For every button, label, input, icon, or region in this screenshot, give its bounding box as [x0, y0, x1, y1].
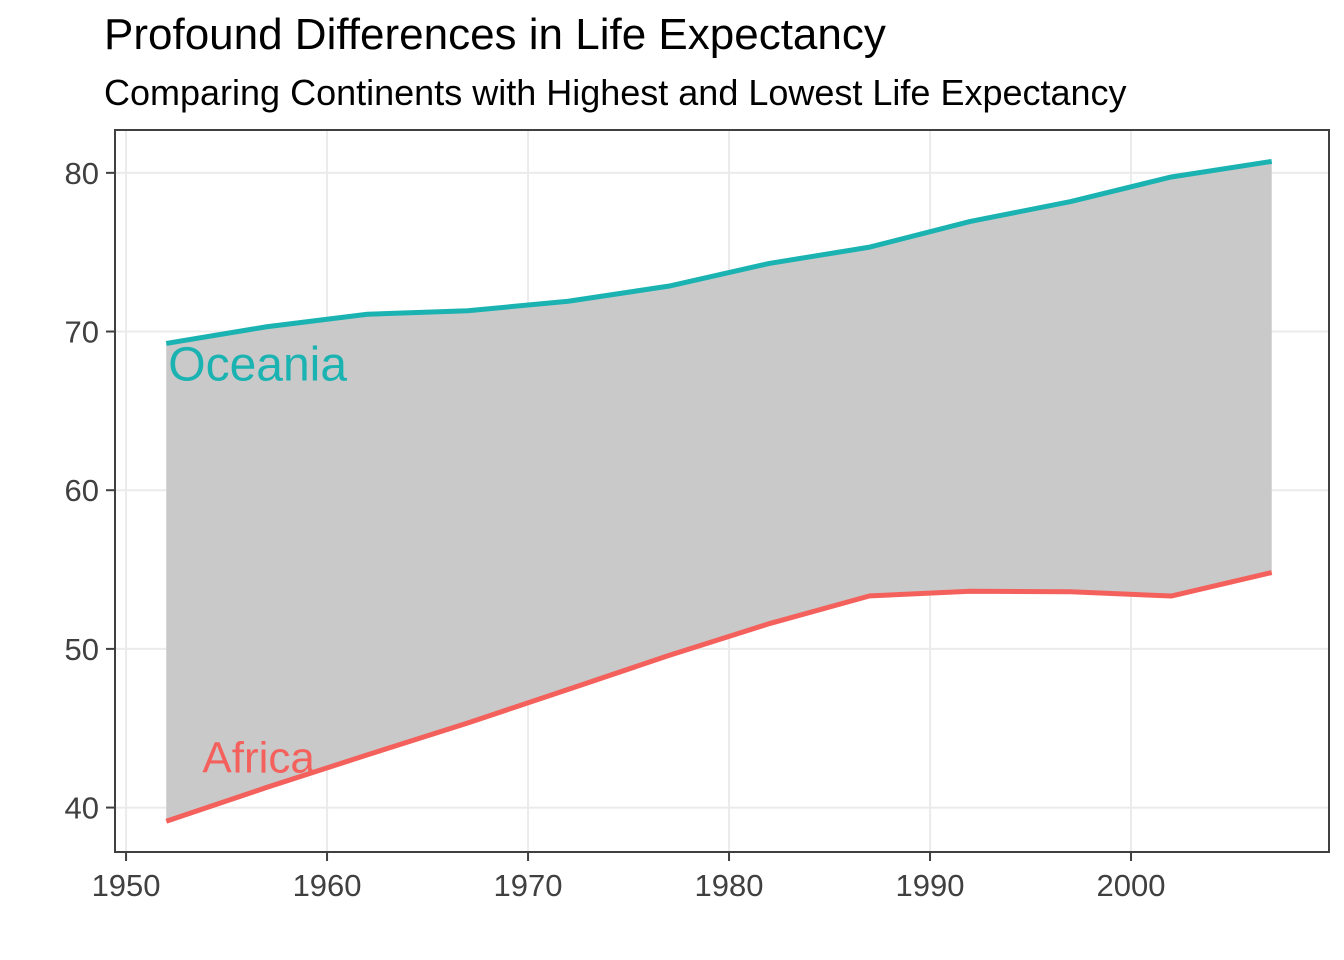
difference-band: [166, 161, 1272, 822]
y-tick-label: 50: [65, 632, 99, 667]
x-tick-label: 1960: [293, 868, 362, 903]
chart-title: Profound Differences in Life Expectancy: [104, 10, 886, 59]
series-line-africa: [165, 570, 1273, 824]
x-tick-label: 1950: [92, 868, 161, 903]
series-label-africa: Africa: [202, 734, 315, 783]
y-tick-label: 40: [65, 791, 99, 826]
y-tick-label: 60: [65, 473, 99, 508]
y-tick-label: 80: [65, 156, 99, 191]
chart-subtitle: Comparing Continents with Highest and Lo…: [104, 72, 1127, 113]
x-tick-label: 1980: [695, 868, 764, 903]
x-tick-label: 2000: [1097, 868, 1166, 903]
x-tick-label: 1990: [896, 868, 965, 903]
x-tick-label: 1970: [494, 868, 563, 903]
y-tick-label: 70: [65, 315, 99, 350]
series-line-oceania: [165, 158, 1273, 346]
series-label-oceania: Oceania: [168, 339, 347, 392]
